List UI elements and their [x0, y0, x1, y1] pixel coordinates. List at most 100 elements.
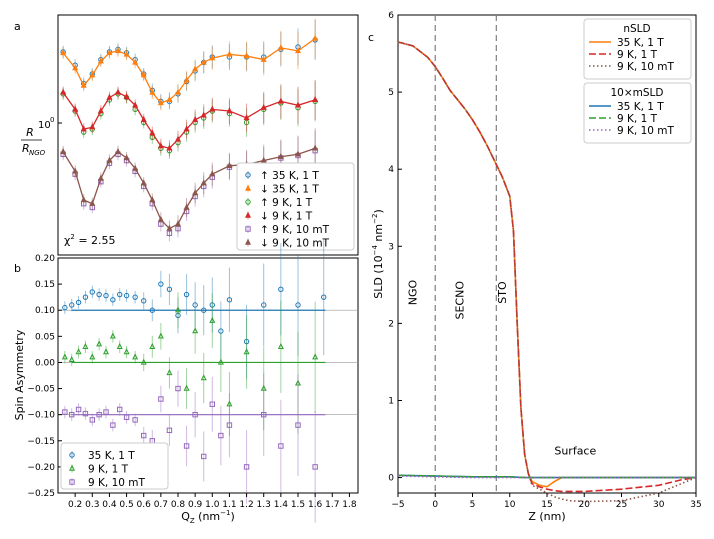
data-point: [192, 327, 199, 334]
data-point: [175, 312, 181, 319]
data-point: [174, 306, 182, 313]
data-point: [278, 443, 284, 449]
y-tick-label: −0.20: [27, 463, 55, 473]
data-point: [183, 291, 190, 298]
fit-line: [62, 91, 316, 150]
data-point: [295, 422, 301, 428]
x-tick-label: 1.2: [239, 500, 253, 510]
y-tick-label: 0.05: [35, 332, 55, 342]
legend-label: 9 K, 10 mT: [617, 125, 675, 137]
data-point: [149, 342, 156, 349]
legend-marker: [244, 211, 252, 218]
data-point: [158, 396, 164, 402]
data-point: [75, 406, 82, 413]
legend-label: 9 K, 10 mT: [88, 477, 146, 489]
ylabel-sld: SLD (10: [372, 255, 385, 298]
panel-b-axes: 0.2 0.3 0.4 0.5 0.6 0.7 0.8 0.9 1.0 1.1 1.2 1.3 1.4 1…: [27, 254, 356, 510]
data-point: [132, 417, 138, 423]
data-point: [226, 297, 233, 303]
data-point: [89, 417, 95, 423]
x-tick-label: 20: [579, 500, 591, 510]
panel-a-ylabel: R R NGO: [21, 126, 46, 157]
ylabel-sup1: −4: [371, 245, 379, 256]
panel-c-sld-profile: c SLD (10−4 nm−2) Z (nm) −5 0 5 10 15 20 25 30 3…: [368, 11, 702, 523]
data-point: [75, 299, 82, 306]
data-point: [89, 353, 96, 360]
data-point: [158, 281, 164, 287]
legend-label: 35 K, 1 T: [617, 101, 664, 113]
profile-line: [397, 475, 696, 479]
x-tick-label: 1.5: [291, 500, 305, 510]
data-point: [96, 340, 103, 347]
panel-a-label: a: [14, 20, 21, 33]
legend-label: 9 K, 10 mT: [617, 61, 675, 73]
data-point: [117, 291, 123, 298]
data-point: [226, 422, 233, 428]
x-tick-label: 0.8: [171, 500, 186, 510]
chi-exponent: 2: [70, 233, 74, 241]
panel-c-plot-area: [397, 15, 697, 503]
panel-a-plot-area: [60, 18, 319, 242]
y-tick-label: 2: [388, 319, 394, 329]
legend-label: ↑ 35 K, 1 T: [260, 170, 319, 182]
legend-label: 9 K, 1 T: [88, 464, 129, 476]
xlabel-unit: (nm: [195, 510, 220, 523]
xlabel-q: Q: [181, 510, 190, 523]
x-tick-label: 0.7: [154, 500, 168, 510]
panel-c-label: c: [368, 31, 374, 44]
data-point: [132, 353, 139, 360]
x-tick-label: 0.4: [102, 500, 117, 510]
data-point: [82, 294, 89, 300]
data-point: [261, 411, 267, 418]
legend-title: nSLD: [623, 23, 650, 35]
ylabel-close: ): [372, 209, 385, 213]
data-point: [96, 291, 102, 298]
legend-marker: [69, 479, 75, 485]
panel-b-spin-asymmetry: b Spin Asymmetry QZ (nm−1) 0.2 0.3 0.4 0.5 0…: [13, 239, 359, 525]
panel-c-region-labels: NGO SECNO STO Surface: [407, 280, 597, 458]
panel-b-plot-area: [58, 239, 358, 523]
y-tick-label: 4: [388, 165, 394, 175]
data-point: [68, 356, 75, 363]
x-tick-label: 0: [432, 500, 438, 510]
y-tick-label: 0.10: [35, 306, 55, 316]
x-tick-label: −5: [391, 500, 404, 510]
panel-c-axes: −5 0 5 10 15 20 25 30 35 0 1 2 3 4 5 6: [388, 11, 701, 510]
x-tick-label: 0.9: [188, 500, 203, 510]
region-label: STO: [496, 281, 509, 304]
panel-b-label: b: [14, 262, 21, 275]
profile-line: [397, 41, 697, 503]
x-tick-label: 5: [470, 500, 476, 510]
data-point: [62, 304, 68, 311]
x-tick-label: 0.3: [85, 500, 99, 510]
y-tick-label: 6: [388, 11, 394, 21]
xlabel-sub: Z: [190, 517, 195, 525]
data-point: [116, 342, 123, 349]
ylabel-nm: nm: [372, 224, 385, 245]
data-point: [277, 342, 284, 349]
data-point: [132, 294, 138, 300]
data-point: [123, 292, 130, 299]
panel-a-ytick-label: 10: [38, 120, 51, 131]
data-point: [217, 358, 224, 365]
legend-box: [60, 442, 169, 490]
profile-line: [397, 41, 697, 493]
panel-a-ylabel-den: R: [22, 142, 30, 155]
legend-marker: [245, 226, 251, 232]
y-tick-label: 0: [388, 474, 394, 484]
legend-box: [583, 18, 692, 80]
data-point: [209, 316, 216, 323]
data-point: [183, 443, 190, 449]
legend-box: [583, 82, 692, 144]
ylabel-sup2: −2: [371, 214, 379, 224]
x-tick-label: 30: [653, 500, 665, 510]
data-point: [295, 302, 301, 308]
x-tick-label: 25: [616, 500, 627, 510]
fit-line: [62, 38, 316, 104]
x-tick-label: 1.8: [342, 500, 357, 510]
legend-label: ↓ 35 K, 1 T: [260, 184, 319, 196]
x-tick-label: 1.4: [274, 500, 289, 510]
data-point: [75, 348, 82, 355]
panel-c-xlabel: Z (nm): [528, 510, 565, 523]
